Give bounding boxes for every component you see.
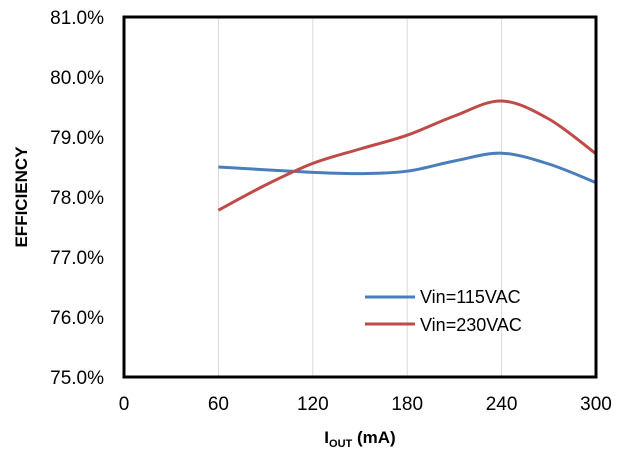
y-tick-label: 78.0% xyxy=(50,188,104,209)
x-axis-title-unit: (mA) xyxy=(352,428,395,447)
series-lines xyxy=(217,99,597,212)
x-tick-label: 300 xyxy=(580,394,612,415)
x-tick-label: 0 xyxy=(119,394,130,415)
x-tick-label: 240 xyxy=(486,394,518,415)
y-axis-title: EFFICIENCY xyxy=(12,146,31,248)
y-tick-label: 80.0% xyxy=(50,68,104,89)
plot-area-border xyxy=(122,15,598,379)
legend-label-115vac: Vin=115VAC xyxy=(420,287,521,307)
y-tick-label: 79.0% xyxy=(50,128,104,149)
x-axis-title: IOUT (mA) xyxy=(324,428,395,450)
y-tick-label: 81.0% xyxy=(50,8,104,29)
legend-label-230vac: Vin=230VAC xyxy=(420,315,522,335)
x-axis-title-main: I xyxy=(324,428,329,447)
gridlines xyxy=(217,17,503,377)
x-tick-label: 120 xyxy=(297,394,329,415)
series-line-230vac xyxy=(217,99,597,212)
x-axis-title-subscript: OUT xyxy=(329,438,353,450)
series-line-115vac xyxy=(218,151,597,184)
x-tick-label: 180 xyxy=(391,394,423,415)
legend: Vin=115VAC Vin=230VAC xyxy=(365,287,522,335)
y-tick-label: 75.0% xyxy=(50,368,104,389)
y-tick-label: 77.0% xyxy=(50,248,104,269)
y-tick-labels: 75.0% 76.0% 77.0% 78.0% 79.0% 80.0% 81.0% xyxy=(50,8,104,389)
x-tick-label: 60 xyxy=(208,394,229,415)
x-tick-labels: 0 60 120 180 240 300 xyxy=(119,394,612,415)
y-tick-label: 76.0% xyxy=(50,308,104,329)
